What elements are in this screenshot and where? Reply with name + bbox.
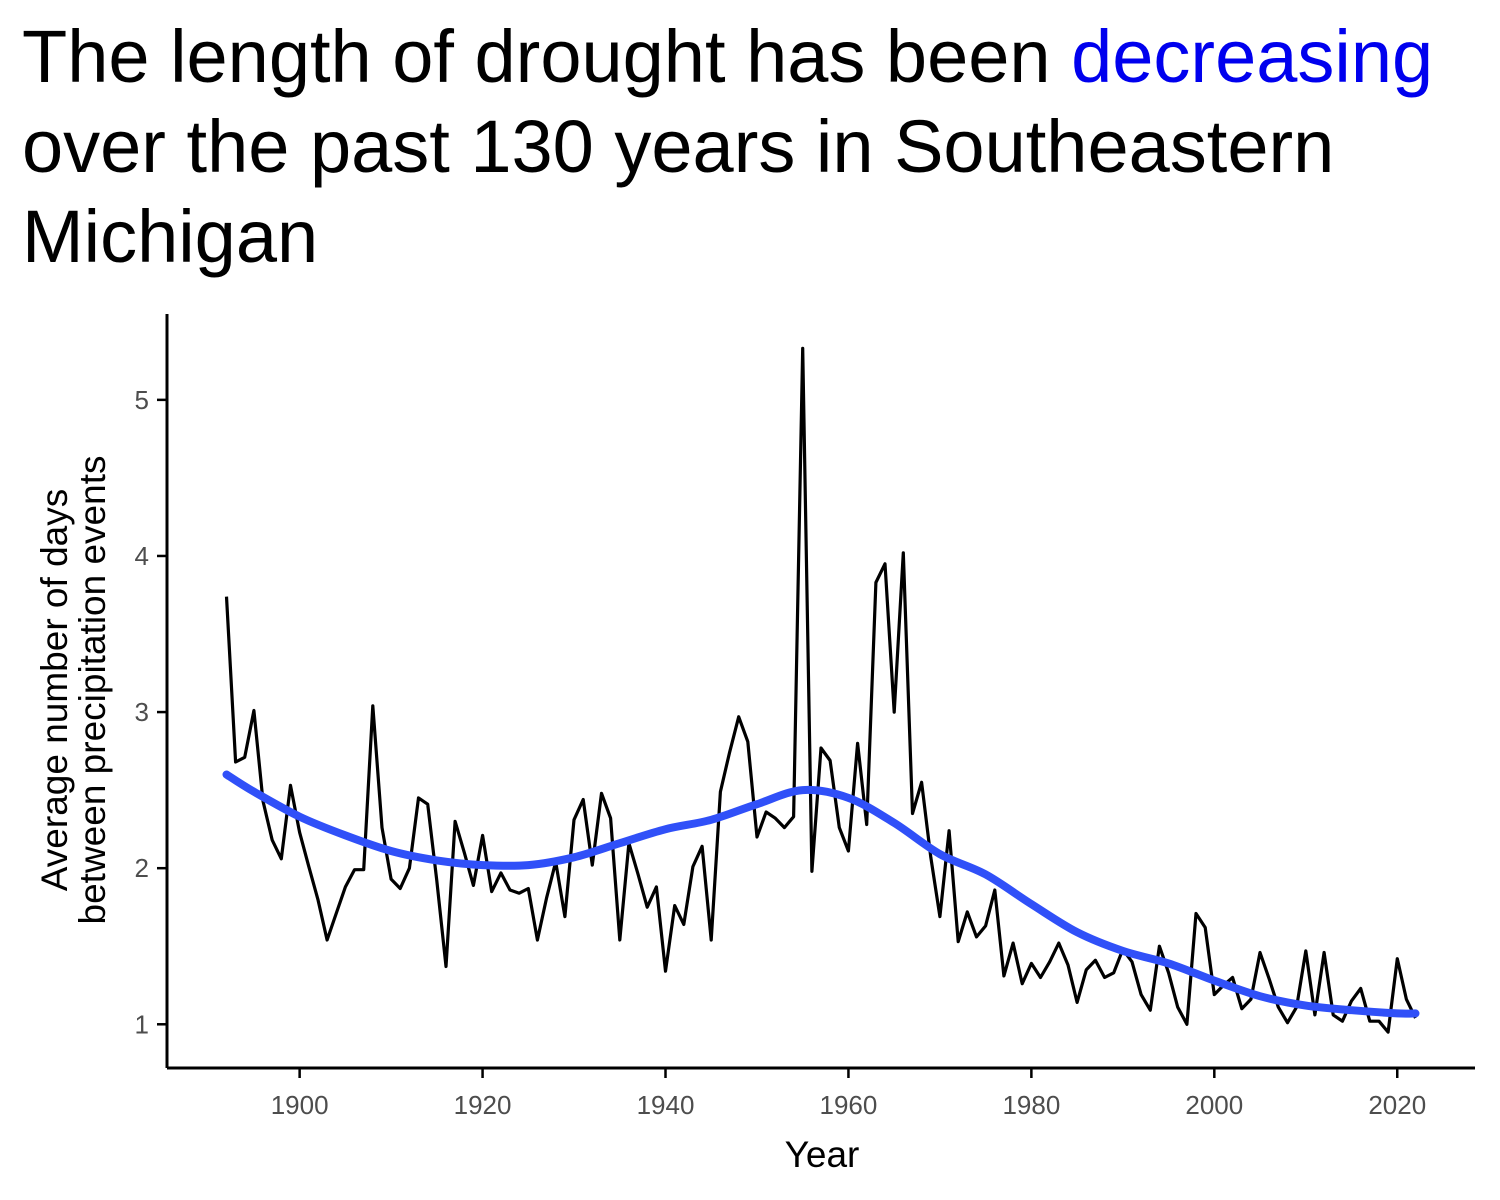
y-tick-label: 5 — [135, 385, 149, 415]
axes: 1900 1920 1940 1960 1980 2000 2020 1 2 3 4 5 — [135, 314, 1475, 1120]
x-axis-title: Year — [785, 1134, 860, 1175]
y-axis-title: Average number of days between precipita… — [34, 456, 113, 925]
x-tick-label: 2020 — [1368, 1090, 1426, 1120]
y-tick-label: 2 — [135, 853, 149, 883]
x-tick-label: 1940 — [637, 1090, 695, 1120]
title-text-end: over the past 130 years in Southeastern … — [22, 105, 1335, 278]
series-line-annual — [224, 346, 1417, 1034]
x-tick-label: 1900 — [271, 1090, 329, 1120]
x-tick-label: 1980 — [1002, 1090, 1060, 1120]
y-tick-label: 1 — [135, 1009, 149, 1039]
y-axis-title-line-2: between precipitation events — [72, 456, 113, 925]
plot-area — [222, 346, 1420, 1034]
y-axis-title-line-1: Average number of days — [34, 489, 75, 891]
x-tick-label: 1960 — [820, 1090, 878, 1120]
chart-title: The length of drought has been decreasin… — [22, 12, 1482, 282]
title-highlight-word: decreasing — [1071, 15, 1434, 98]
series-line-smoothed-trend — [222, 770, 1420, 1018]
title-text-start: The length of drought has been — [22, 15, 1072, 98]
y-tick-label: 4 — [135, 541, 149, 571]
x-tick-label: 1920 — [454, 1090, 512, 1120]
x-tick-label: 2000 — [1185, 1090, 1243, 1120]
y-tick-label: 3 — [135, 697, 149, 727]
